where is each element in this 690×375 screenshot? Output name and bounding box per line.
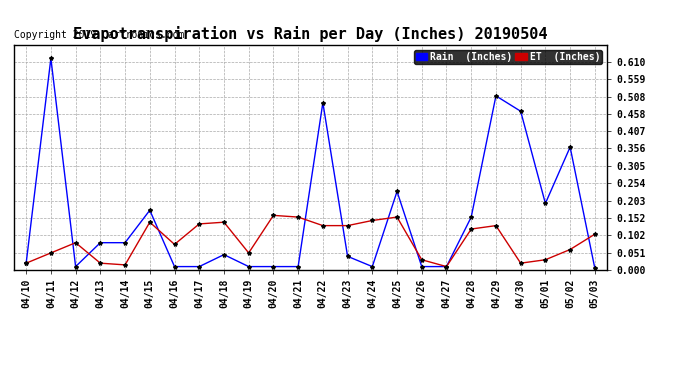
Text: Copyright 2019 Cartronics.com: Copyright 2019 Cartronics.com [14,30,184,40]
Legend: Rain  (Inches), ET  (Inches): Rain (Inches), ET (Inches) [413,50,602,64]
Title: Evapotranspiration vs Rain per Day (Inches) 20190504: Evapotranspiration vs Rain per Day (Inch… [73,27,548,42]
